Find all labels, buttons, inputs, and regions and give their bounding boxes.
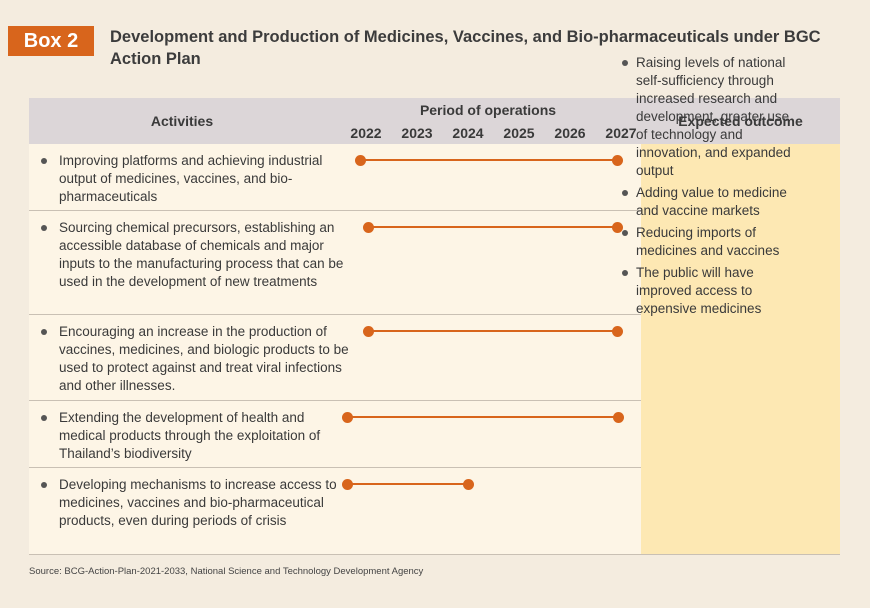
- year-label: 2024: [452, 125, 484, 141]
- bullet-icon: [622, 60, 628, 66]
- outcome-item: The public will have improved access to …: [622, 264, 802, 318]
- activity-text: Encouraging an increase in the productio…: [41, 323, 349, 395]
- timeline-bar: [341, 478, 475, 490]
- outcome-item: Adding value to medicine and vaccine mar…: [622, 184, 802, 220]
- period-header: Period of operations: [419, 102, 557, 118]
- activity-label: Encouraging an increase in the productio…: [59, 324, 349, 393]
- outcome-header: Expected outcome: [678, 113, 803, 129]
- table-row: Sourcing chemical precursors, establishi…: [29, 211, 641, 315]
- timeline-bar: [355, 154, 624, 166]
- activity-text: Developing mechanisms to increase access…: [41, 476, 349, 530]
- outcome-item: Reducing imports of medicines and vaccin…: [622, 224, 802, 260]
- end-dot-icon: [463, 478, 475, 490]
- operations-table: Activities Period of operations 2022 202…: [29, 98, 840, 554]
- end-dot-icon: [612, 221, 624, 233]
- start-dot-icon: [341, 411, 353, 423]
- activity-text: Sourcing chemical precursors, establishi…: [41, 219, 349, 291]
- bullet-icon: [41, 482, 47, 488]
- activity-label: Improving platforms and achieving indust…: [59, 153, 323, 204]
- start-dot-icon: [363, 221, 375, 233]
- bullet-icon: [41, 158, 47, 164]
- activity-label: Sourcing chemical precursors, establishi…: [59, 220, 344, 289]
- bullet-icon: [41, 329, 47, 335]
- bullet-icon: [622, 270, 628, 276]
- start-dot-icon: [355, 154, 367, 166]
- outcome-label: Raising levels of national self-sufficie…: [636, 55, 791, 178]
- activity-text: Improving platforms and achieving indust…: [41, 152, 349, 206]
- bullet-icon: [41, 225, 47, 231]
- source-note: Source: BCG-Action-Plan-2021-2033, Natio…: [29, 566, 424, 577]
- timeline-bar: [341, 411, 624, 423]
- bullet-icon: [622, 190, 628, 196]
- table-bottom-divider: [29, 554, 840, 555]
- timeline-bar: [363, 325, 624, 337]
- table-row: Encouraging an increase in the productio…: [29, 315, 641, 401]
- table-row: Improving platforms and achieving indust…: [29, 144, 641, 211]
- outcome-list: Raising levels of national self-sufficie…: [622, 54, 802, 322]
- table-header: Activities Period of operations 2022 202…: [29, 98, 840, 144]
- bullet-icon: [41, 415, 47, 421]
- activity-label: Developing mechanisms to increase access…: [59, 477, 337, 528]
- table-row: Extending the development of health and …: [29, 401, 641, 468]
- year-label: 2027: [605, 125, 637, 141]
- box-label: Box 2: [8, 26, 94, 56]
- year-label: 2022: [350, 125, 382, 141]
- start-dot-icon: [341, 478, 353, 490]
- end-dot-icon: [612, 154, 624, 166]
- year-label: 2025: [503, 125, 535, 141]
- outcome-label: Reducing imports of medicines and vaccin…: [636, 225, 780, 258]
- activities-header: Activities: [150, 113, 214, 129]
- outcome-item: Raising levels of national self-sufficie…: [622, 54, 802, 180]
- page-title: Development and Production of Medicines,…: [110, 28, 821, 68]
- end-dot-icon: [612, 411, 624, 423]
- start-dot-icon: [363, 325, 375, 337]
- activity-label: Extending the development of health and …: [59, 410, 321, 461]
- years-row: 2022 2023 2024 2025 2026 2027: [335, 125, 641, 143]
- timeline-bar: [363, 221, 624, 233]
- year-label: 2023: [401, 125, 433, 141]
- end-dot-icon: [612, 325, 624, 337]
- outcome-column: [641, 144, 840, 554]
- year-label: 2026: [554, 125, 586, 141]
- outcome-label: The public will have improved access to …: [636, 265, 762, 316]
- outcome-label: Adding value to medicine and vaccine mar…: [636, 185, 787, 218]
- activity-text: Extending the development of health and …: [41, 409, 349, 463]
- bullet-icon: [622, 230, 628, 236]
- table-row: Developing mechanisms to increase access…: [29, 468, 641, 554]
